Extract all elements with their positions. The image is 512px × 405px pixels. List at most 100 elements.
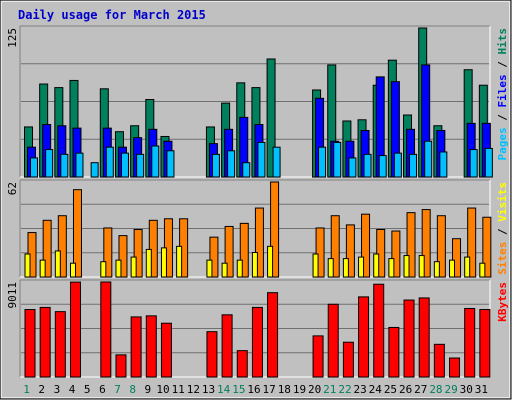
bar-sites-day-20 [315, 227, 325, 278]
bar-sites-day-23 [361, 213, 371, 278]
bar-sites-day-25 [391, 230, 401, 278]
bar-visits-day-6 [100, 261, 107, 278]
bar-kbytes-day-22 [342, 341, 354, 378]
bar-pages-day-26 [409, 153, 418, 178]
bar-pages-day-22 [348, 157, 357, 178]
bar-pages-day-4 [75, 152, 84, 178]
bar-kbytes-day-15 [236, 350, 248, 378]
bar-pages-day-5 [90, 162, 99, 178]
bar-sites-day-22 [345, 224, 355, 278]
bar-sites-day-16 [254, 207, 264, 278]
series-side-label: Sites / Visits [496, 182, 509, 275]
bar-visits-day-14 [221, 262, 228, 278]
bar-pages-day-3 [60, 153, 69, 178]
bar-visits-day-9 [145, 248, 152, 278]
bar-kbytes-day-10 [160, 322, 172, 378]
bar-visits-day-28 [433, 261, 440, 278]
x-tick-label-day-9: 9 [145, 383, 152, 396]
panel-sites-visits: 62 Sites / Visits [6, 179, 509, 278]
x-tick-label-day-11: 11 [172, 383, 185, 396]
chart-title: Daily usage for March 2015 [18, 8, 206, 22]
bar-sites-day-3 [57, 215, 67, 278]
scale-label: 125 [6, 28, 19, 48]
bar-pages-day-8 [136, 153, 145, 178]
bar-visits-day-23 [358, 256, 365, 278]
bar-kbytes-day-31 [479, 309, 491, 378]
bar-pages-day-28 [439, 151, 448, 178]
bar-visits-day-15 [236, 259, 243, 278]
bar-kbytes-day-24 [373, 283, 385, 378]
bar-visits-day-4 [69, 262, 76, 278]
bar-sites-day-14 [224, 225, 234, 278]
bar-sites-day-30 [467, 207, 477, 278]
bar-pages-day-10 [166, 150, 175, 178]
bar-sites-day-24 [376, 229, 386, 278]
x-tick-label-day-1: 1 [23, 383, 30, 396]
x-axis-day-labels: 1 2 3 4 5 6 7 8 9 10 11 12 13 14 15 16 17 18 19 20 21 22 23 24 2… [23, 383, 488, 396]
bar-visits-day-13 [206, 259, 213, 278]
bar-kbytes-day-1 [24, 309, 36, 378]
series-side-label: Pages / Files / Hits [496, 28, 509, 161]
x-tick-label-day-22: 22 [338, 383, 351, 396]
bar-kbytes-day-17 [267, 292, 279, 378]
bar-pages-day-6 [105, 146, 114, 178]
x-tick-label-day-3: 3 [54, 383, 61, 396]
bar-kbytes-day-26 [403, 299, 415, 378]
x-tick-label-day-4: 4 [69, 383, 76, 396]
bar-pages-day-17 [272, 146, 281, 178]
bar-visits-day-17 [267, 245, 274, 278]
x-tick-label-day-19: 19 [293, 383, 306, 396]
bar-visits-day-1 [24, 253, 31, 278]
x-tick-label-day-15: 15 [232, 383, 245, 396]
bar-pages-day-23 [363, 153, 372, 178]
series-side-label-part: Hits [496, 28, 509, 55]
bar-visits-day-8 [130, 256, 137, 278]
panels-layer: 125 Pages / Files / Hits 62 Sites / Visits 9… [6, 25, 509, 378]
bar-kbytes-day-2 [39, 306, 51, 378]
bar-kbytes-day-20 [312, 335, 324, 378]
x-tick-label-day-20: 20 [308, 383, 321, 396]
bar-visits-day-11 [176, 245, 183, 278]
bar-visits-day-29 [449, 259, 456, 278]
bar-sites-day-15 [239, 222, 249, 278]
bar-visits-day-31 [479, 262, 486, 278]
bar-visits-day-10 [160, 247, 167, 278]
bar-kbytes-day-29 [449, 357, 461, 378]
x-tick-label-day-29: 29 [444, 383, 457, 396]
x-tick-label-day-2: 2 [38, 383, 45, 396]
bar-visits-day-22 [342, 258, 349, 278]
bar-visits-day-3 [54, 250, 61, 278]
bar-kbytes-day-7 [115, 354, 127, 378]
bar-kbytes-day-27 [418, 297, 430, 378]
bar-pages-day-27 [424, 140, 433, 178]
bar-kbytes-day-21 [327, 303, 339, 378]
x-tick-label-day-17: 17 [263, 383, 276, 396]
x-tick-label-day-14: 14 [217, 383, 231, 396]
bar-kbytes-day-6 [100, 281, 112, 378]
x-tick-label-day-27: 27 [414, 383, 427, 396]
x-tick-label-day-25: 25 [384, 383, 397, 396]
x-tick-label-day-21: 21 [323, 383, 336, 396]
bar-pages-day-13 [211, 153, 220, 178]
x-tick-label-day-13: 13 [202, 383, 215, 396]
series-side-label-part: KBytes [496, 282, 509, 322]
series-side-label-part: Files [496, 74, 509, 107]
bar-visits-day-20 [312, 253, 319, 278]
x-tick-label-day-30: 30 [460, 383, 473, 396]
bar-visits-day-26 [403, 255, 410, 278]
x-tick-label-day-10: 10 [156, 383, 169, 396]
x-tick-label-day-31: 31 [475, 383, 488, 396]
x-tick-label-day-7: 7 [114, 383, 121, 396]
bar-pages-day-21 [333, 141, 342, 178]
bar-pages-day-9 [151, 145, 160, 178]
x-tick-label-day-5: 5 [84, 383, 91, 396]
series-side-label-part: Pages [496, 127, 509, 160]
bar-pages-day-31 [484, 147, 493, 178]
bar-visits-day-27 [418, 255, 425, 278]
bar-sites-day-26 [406, 212, 416, 278]
x-tick-label-day-16: 16 [247, 383, 260, 396]
bar-kbytes-day-28 [433, 343, 445, 378]
bar-sites-day-17 [270, 181, 280, 278]
series-side-label-part: Visits [496, 182, 509, 222]
